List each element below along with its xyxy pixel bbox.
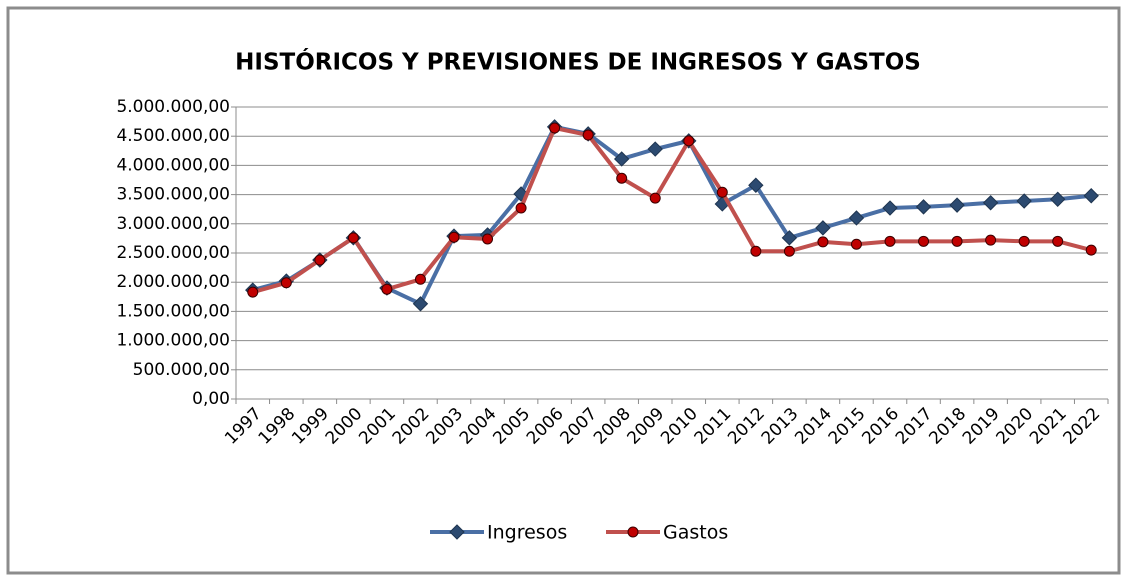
y-tick-label: 0,00 [192,389,230,409]
data-point [515,202,527,214]
legend-marker [449,524,465,540]
data-point [884,235,896,247]
legend-label: Gastos [663,522,728,544]
data-point [1083,188,1099,204]
data-point [616,172,628,184]
series-line [252,126,1092,295]
data-point [985,234,997,246]
data-point [781,230,798,246]
data-point [381,283,393,295]
y-tick-label: 500.000,00 [133,360,230,380]
data-point [815,220,831,236]
data-point [247,286,259,298]
data-point [647,141,663,157]
data-point [951,235,963,247]
y-tick-label: 3.500.000,00 [116,185,230,205]
data-point [482,233,494,245]
y-tick-label: 4.500.000,00 [116,126,230,146]
data-point [513,186,529,202]
data-point [1049,191,1066,207]
data-point [850,238,862,250]
y-tick-label: 5.000.000,00 [116,97,230,117]
data-point [915,199,932,215]
y-tick-label: 2.500.000,00 [116,243,230,263]
data-point [949,197,965,213]
data-point [649,192,661,204]
y-tick-label: 1.500.000,00 [116,301,230,321]
data-point [280,277,292,289]
data-point [412,296,429,312]
data-point [750,245,762,257]
data-point [982,195,999,211]
y-tick-label: 4.000.000,00 [116,155,230,175]
y-tick-label: 2.000.000,00 [116,272,230,292]
data-point [414,273,426,285]
chart-title: HISTÓRICOS Y PREVISIONES DE INGRESOS Y G… [235,48,921,76]
y-tick-label: 3.000.000,00 [116,214,230,234]
data-point [683,135,695,147]
data-point [1018,235,1030,247]
data-point [1085,244,1097,256]
data-point [748,177,764,193]
data-point [918,235,930,247]
data-point [1052,235,1064,247]
data-point [1016,193,1032,209]
data-point [314,254,326,266]
y-tick-label: 1.000.000,00 [116,331,230,351]
data-point [582,129,594,141]
chart-frame [6,6,1121,575]
data-point [817,236,829,248]
data-point [783,245,795,257]
data-point [549,122,561,134]
data-point [347,232,359,244]
data-point [716,186,728,198]
data-point [882,200,898,216]
data-point [848,210,865,226]
data-point [448,231,460,243]
data-point [613,151,630,167]
legend-marker [627,526,639,538]
legend-label: Ingresos [487,522,567,544]
